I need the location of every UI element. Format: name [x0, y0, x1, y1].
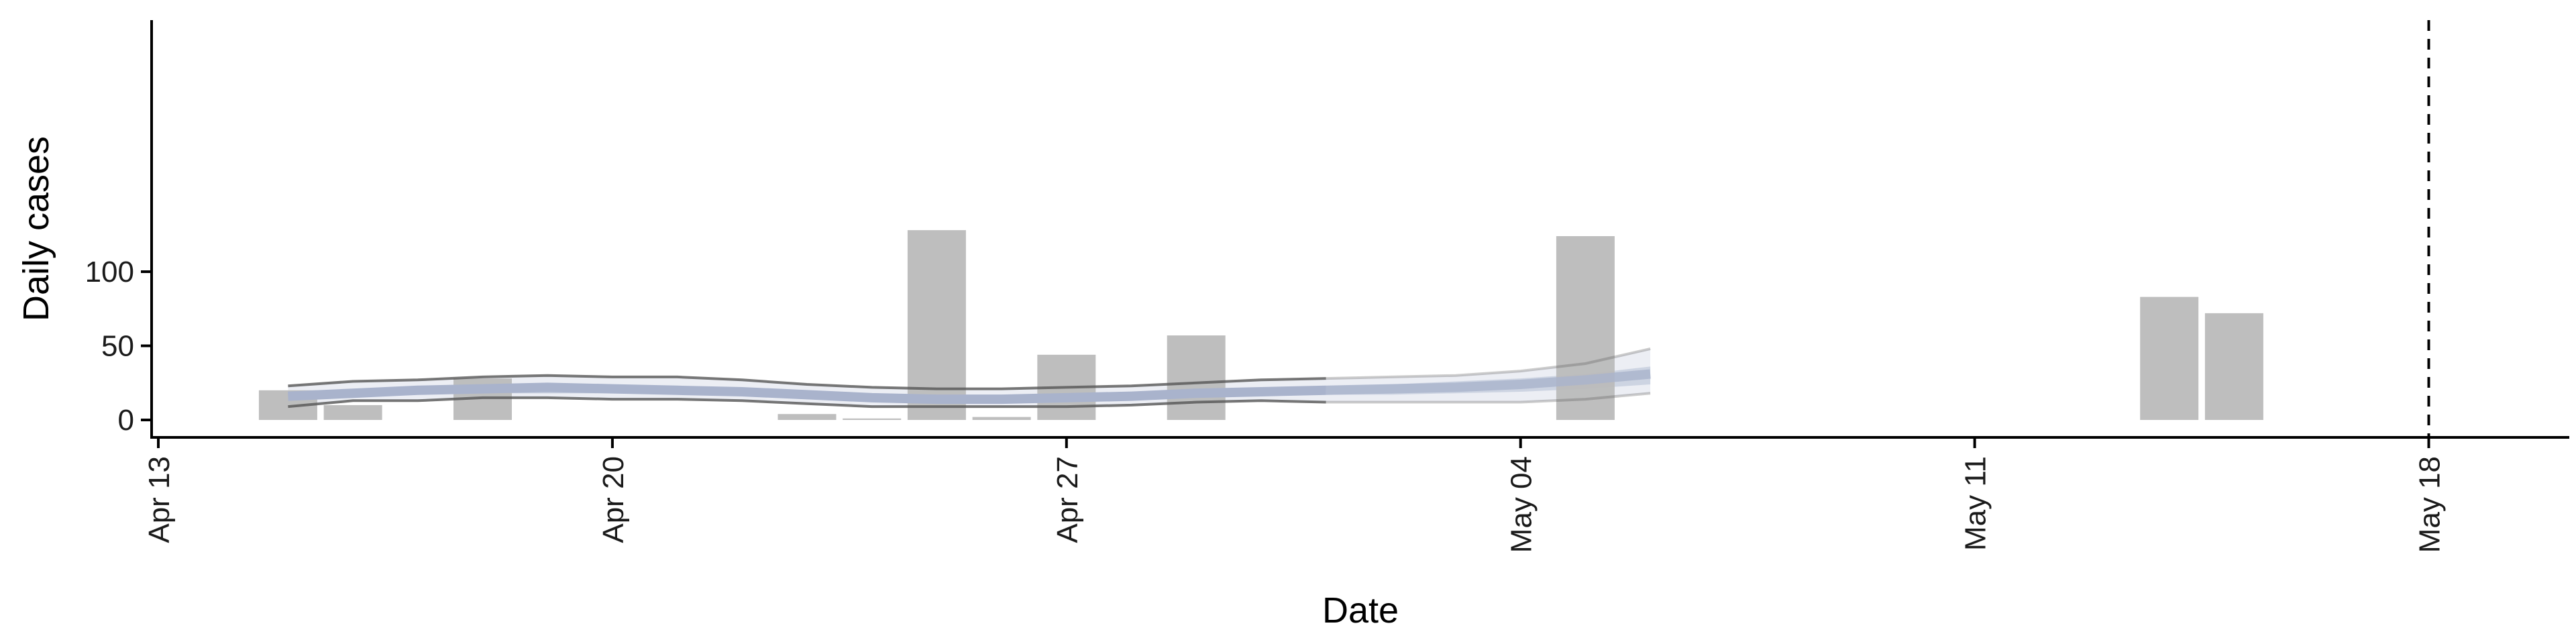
upper-interval-line-recent [1326, 347, 1651, 380]
y-tick-label: 50 [101, 330, 134, 363]
axes [150, 20, 2569, 439]
median-line-recent [1326, 369, 1651, 395]
y-axis-title: Daily cases [16, 136, 56, 321]
x-tick-label: Apr 13 [143, 456, 176, 543]
case-bar [2204, 313, 2263, 420]
x-tick-label: May 18 [2414, 456, 2447, 553]
case-bar [907, 230, 966, 420]
y-tick-label: 100 [85, 256, 134, 288]
case-bar [1556, 236, 1615, 420]
x-tick-label: May 04 [1505, 456, 1538, 553]
y-axis-ticks: 0 50 100 [85, 256, 152, 437]
interval-lines [288, 347, 1651, 409]
case-bar [323, 405, 382, 420]
y-tick-label: 0 [118, 404, 134, 437]
case-bar [777, 414, 837, 420]
x-axis-title: Date [1322, 590, 1399, 631]
x-axis-ticks: Apr 13 Apr 20 Apr 27 May 04 May 11 May 18 [143, 437, 2447, 553]
x-tick-label: Apr 27 [1051, 456, 1084, 543]
case-bar [2140, 297, 2199, 420]
x-tick-label: May 11 [1960, 456, 1992, 551]
x-tick-label: Apr 20 [597, 456, 630, 543]
median-line [288, 382, 1326, 405]
upper-interval-line [288, 374, 1326, 390]
case-bar [972, 417, 1031, 420]
lower-interval-line [288, 396, 1326, 409]
case-bar [843, 418, 902, 420]
lower-interval-line-recent [1326, 392, 1651, 404]
case-bar [1167, 335, 1226, 420]
